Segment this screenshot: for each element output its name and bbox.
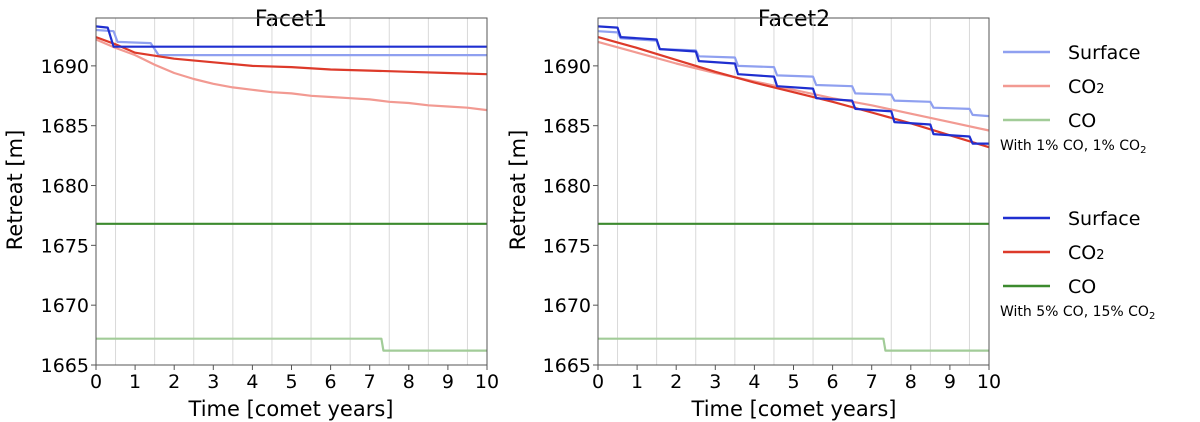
facet1-y-tick-label: 1680 <box>41 176 89 198</box>
facet1-x-tick-label: 1 <box>129 371 141 393</box>
facet2-series-surface-5pct <box>597 25 989 145</box>
facet2-y-tick-label: 1675 <box>543 235 591 257</box>
facet2-x-tick-label: 9 <box>944 371 956 393</box>
facet2-x-tick-label: 4 <box>748 371 760 393</box>
facet1-y-tick-label: 1675 <box>41 235 89 257</box>
facet1-series-surface-5pct <box>95 25 487 48</box>
facet2-y-tick-label: 1690 <box>543 56 591 78</box>
legend-label-co-1pct: CO <box>1068 110 1096 132</box>
facet1-title: Facet1 <box>255 7 327 32</box>
facet1-y-tick-label: 1685 <box>41 116 89 138</box>
facet1-x-tick-label: 3 <box>207 371 219 393</box>
legend-label-co2-5pct: CO2 <box>1068 242 1105 264</box>
facet1-series-co2-5pct <box>95 36 488 76</box>
legend-group-note: With 1% CO, 1% CO2 <box>1000 138 1146 156</box>
facet1-x-tick-label: 0 <box>90 371 102 393</box>
facet1-x-tick-label: 2 <box>168 371 180 393</box>
facet1-x-tick-label: 4 <box>246 371 258 393</box>
facet1-y-tick-label: 1665 <box>41 355 89 377</box>
facet2-x-tick-label: 0 <box>592 371 604 393</box>
facet2-x-tick-label: 10 <box>977 371 1001 393</box>
legend-group-note: With 5% CO, 15% CO2 <box>1000 304 1155 322</box>
facet2-x-tick-label: 1 <box>631 371 643 393</box>
facet1-series-co-1pct <box>96 337 487 352</box>
facet1-y-tick-label: 1690 <box>41 56 89 78</box>
facet1-x-tick-label: 6 <box>325 371 337 393</box>
legend-label-co-5pct: CO <box>1068 276 1096 298</box>
facet2-y-tick-label: 1670 <box>543 295 591 317</box>
facet2-series-co-1pct <box>598 337 989 352</box>
facet2-title: Facet2 <box>758 7 830 32</box>
legend-label-surface-5pct: Surface <box>1068 208 1140 230</box>
facet2-x-tick-label: 5 <box>787 371 799 393</box>
facet1-y-axis-label: Retreat [m] <box>3 130 27 251</box>
facet2-y-tick-label: 1665 <box>543 355 591 377</box>
facet2-x-axis-label: Time [comet years] <box>691 397 897 421</box>
legend-label-surface-1pct: Surface <box>1068 42 1140 64</box>
facet2-x-tick-label: 2 <box>670 371 682 393</box>
facet2-x-tick-label: 6 <box>827 371 839 393</box>
facet2-x-tick-label: 8 <box>905 371 917 393</box>
facet1-x-tick-label: 7 <box>364 371 376 393</box>
facet1-x-tick-label: 5 <box>285 371 297 393</box>
facet1-series-co2-1pct <box>95 38 488 112</box>
facet1-x-tick-label: 10 <box>475 371 499 393</box>
facet2-x-tick-label: 7 <box>866 371 878 393</box>
facet2-series-co2-5pct <box>597 36 990 149</box>
facet2-series-co2-1pct <box>597 40 990 132</box>
facet1-series-surface-1pct <box>95 28 487 57</box>
facet2-y-tick-label: 1685 <box>543 116 591 138</box>
facet2-y-axis-label: Retreat [m] <box>506 130 530 251</box>
facet2-y-tick-label: 1680 <box>543 176 591 198</box>
facet1-x-tick-label: 8 <box>403 371 415 393</box>
facet1-y-tick-label: 1670 <box>41 295 89 317</box>
legend-label-co2-1pct: CO2 <box>1068 76 1105 98</box>
facet1-x-axis-label: Time [comet years] <box>188 397 394 421</box>
facet1-x-tick-label: 9 <box>442 371 454 393</box>
facet2-x-tick-label: 3 <box>709 371 721 393</box>
legend: Surface CO2 CO With 1% CO, 1% CO2 Surface CO2… <box>1000 42 1155 322</box>
